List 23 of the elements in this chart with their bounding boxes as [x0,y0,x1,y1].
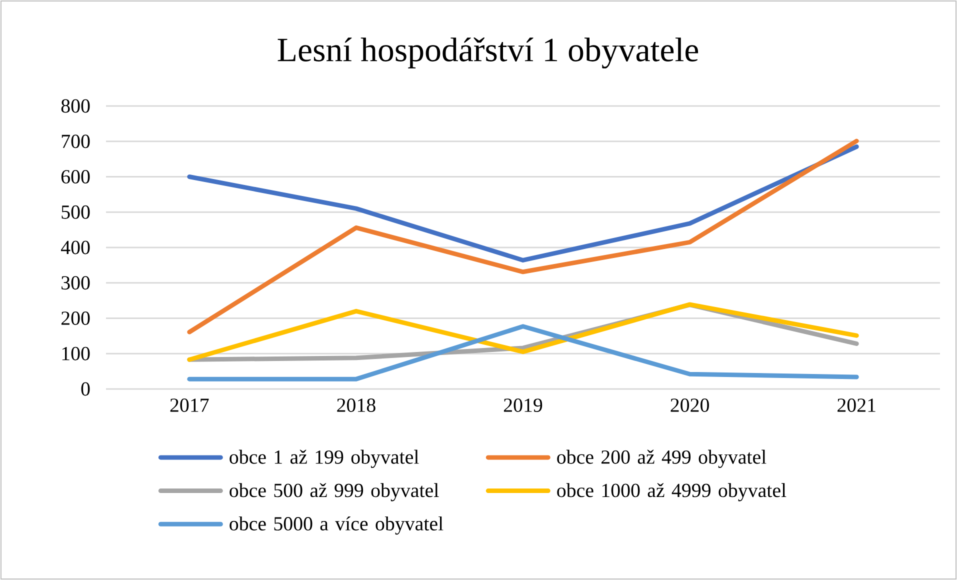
y-tick-label: 800 [61,99,90,113]
legend-label: obce 5000 a více obyvatel [230,516,444,535]
x-tick-label: 2020 [670,398,709,412]
y-tick-label: 300 [62,276,90,290]
chart-title: Lesní hospodářství 1 obyvatele [278,38,698,68]
y-tick-label: 100 [62,346,90,360]
legend-label: obce 500 až 999 obyvatel [230,483,439,502]
line-series [187,144,859,262]
y-tick-label: 400 [60,240,90,254]
line-series [187,324,859,382]
legend-label: obce 1 až 199 obyvatel [230,450,419,468]
y-tick-label: 500 [62,205,90,219]
y-tick-label: 700 [62,134,90,148]
x-tick-label: 2021 [838,398,876,412]
y-tick-label: 0 [81,382,90,396]
x-tick-label: 2019 [504,398,542,412]
legend-label: obce 1000 až 4999 obyvatel [557,483,786,502]
line-series [187,138,859,334]
legend-label: obce 200 až 499 obyvatel [557,450,766,468]
y-tick-label: 600 [61,170,90,184]
y-tick-label: 200 [61,312,90,325]
x-tick-label: 2018 [337,398,376,412]
x-tick-label: 2017 [170,398,209,412]
